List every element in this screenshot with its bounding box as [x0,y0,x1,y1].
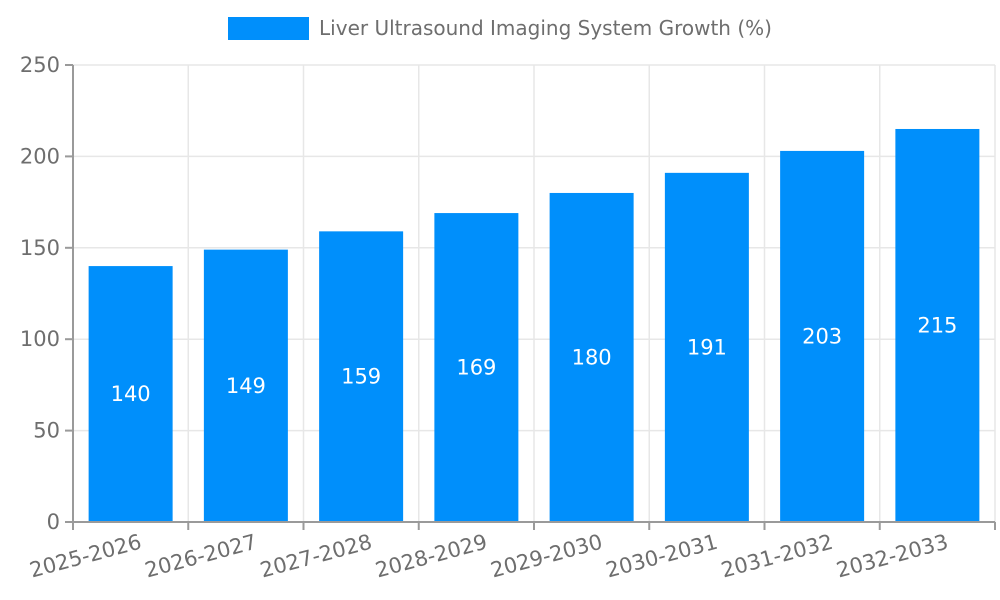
chart-legend: Liver Ultrasound Imaging System Growth (… [0,16,1000,40]
x-axis-tick-label: 2032-2033 [834,530,951,583]
x-axis-tick-label: 2026-2027 [142,530,259,583]
x-axis-tick-label: 2029-2030 [488,530,605,583]
bar-value-label: 140 [111,382,151,406]
x-axis-tick-label: 2031-2032 [719,530,836,583]
bar[interactable] [664,172,749,523]
bar[interactable] [780,150,865,522]
bar[interactable] [88,266,173,522]
bar-value-label: 215 [917,313,957,337]
y-axis-tick-label: 0 [47,510,60,534]
bar[interactable] [319,231,404,522]
bar-value-label: 203 [802,324,842,348]
x-axis-tick-label: 2030-2031 [603,530,720,583]
y-axis-tick-label: 100 [20,327,60,351]
bar[interactable] [203,249,288,523]
legend-swatch [228,16,310,40]
legend-item[interactable]: Liver Ultrasound Imaging System Growth (… [228,16,772,40]
bar-value-label: 159 [341,365,381,389]
y-axis-tick-label: 250 [20,53,60,77]
bar[interactable] [549,192,634,522]
x-axis-tick-label: 2028-2029 [373,530,490,583]
bar-value-label: 180 [572,345,612,369]
bar-value-label: 169 [456,356,496,380]
y-axis-tick-label: 150 [20,236,60,260]
bar-value-label: 149 [226,374,266,398]
y-axis-tick-label: 200 [20,144,60,168]
bar[interactable] [895,128,980,523]
bar[interactable] [434,213,519,522]
x-axis-tick-label: 2025-2026 [27,530,144,583]
legend-label: Liver Ultrasound Imaging System Growth (… [319,16,772,40]
bar-value-label: 191 [687,335,727,359]
x-axis-tick-label: 2027-2028 [258,530,375,583]
y-axis-tick-label: 50 [33,419,60,443]
